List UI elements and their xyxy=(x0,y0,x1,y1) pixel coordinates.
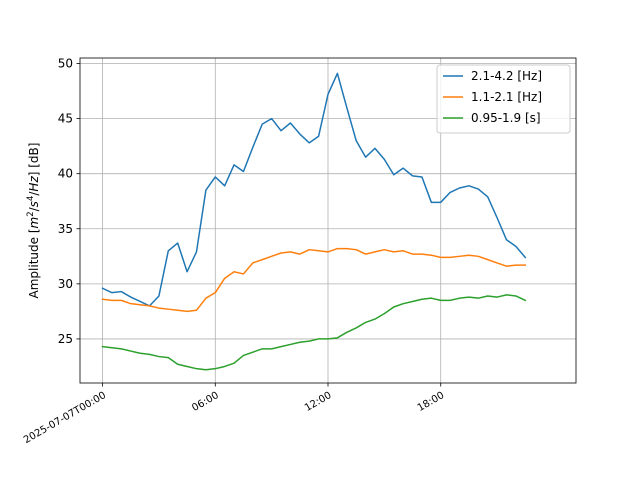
y-tick-label: 35 xyxy=(58,222,73,236)
plot-lines xyxy=(101,72,527,371)
y-label-part: / xyxy=(27,191,41,196)
y-tick-label: 50 xyxy=(58,57,73,71)
legend: 2.1-4.2 [Hz] 1.1-2.1 [Hz] 0.95-1.9 [s] xyxy=(436,64,571,134)
series-line-2 xyxy=(101,247,527,313)
y-tick-label: 45 xyxy=(58,112,73,126)
y-label-part: ] [dB] xyxy=(27,143,41,177)
y-tick-label: 30 xyxy=(58,277,73,291)
legend-label-1: 2.1-4.2 [Hz] xyxy=(471,69,542,83)
y-label-part: Amplitude [ xyxy=(27,228,41,298)
y-label-part: 2 xyxy=(26,211,36,216)
series-line-1 xyxy=(101,72,527,307)
y-tick-label: 25 xyxy=(58,332,73,346)
y-tick-label: 40 xyxy=(58,167,73,181)
grid xyxy=(80,58,576,383)
y-label-part: Hz xyxy=(27,176,41,192)
y-axis-label: Amplitude [m2/s4/Hz] [dB] xyxy=(26,143,41,299)
y-label-part: 4 xyxy=(26,196,36,201)
legend-box xyxy=(436,64,571,134)
y-label-part: s xyxy=(27,201,41,207)
series-line-3 xyxy=(101,294,527,371)
legend-label-2: 1.1-2.1 [Hz] xyxy=(471,90,542,104)
legend-label-3: 0.95-1.9 [s] xyxy=(471,111,541,125)
y-label-part: m xyxy=(27,217,41,229)
y-label-part: / xyxy=(27,206,41,211)
